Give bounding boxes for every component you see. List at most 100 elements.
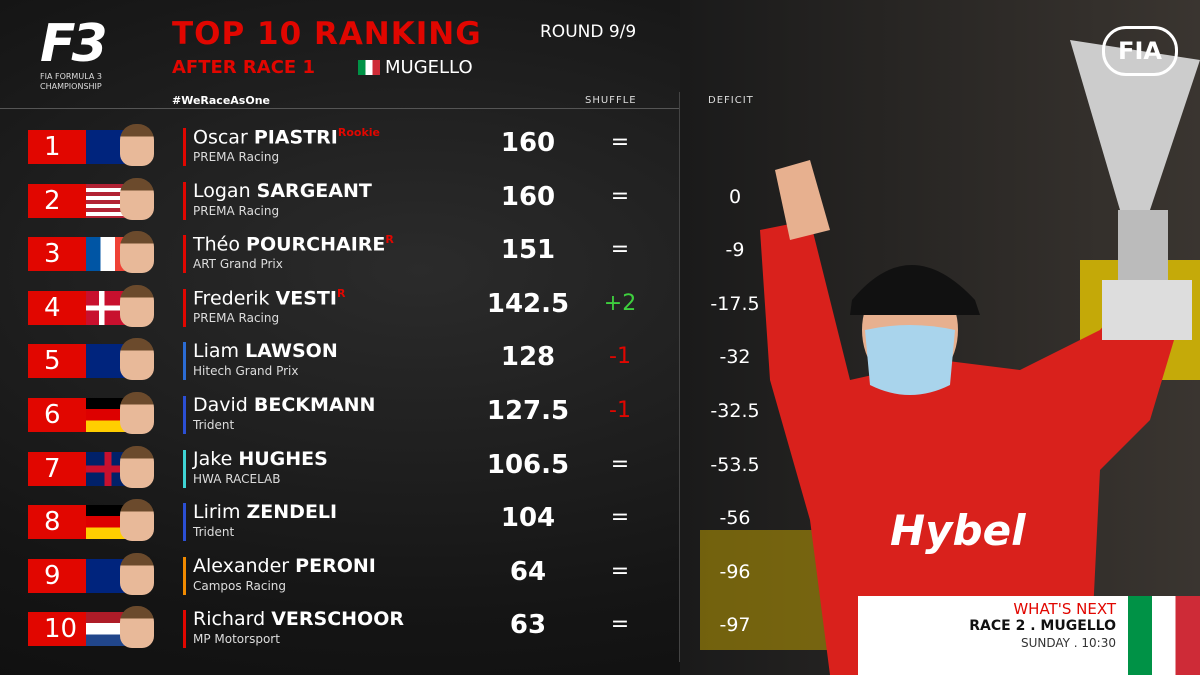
- team-name: HWA RACELAB: [193, 471, 281, 486]
- team-color: [183, 449, 186, 488]
- driver-photo: [120, 124, 154, 166]
- photo: Hybel: [680, 0, 1200, 675]
- position: 2: [28, 183, 90, 218]
- position: 8: [28, 505, 90, 540]
- rookie-tag: R: [336, 286, 346, 300]
- position: 10: [28, 612, 90, 647]
- divider: [679, 92, 680, 662]
- points: 160: [500, 128, 556, 158]
- driver-photo: [120, 177, 154, 220]
- first-name: Oscar: [193, 126, 248, 149]
- shuffle: =: [610, 130, 630, 155]
- deficit: -17.5: [710, 292, 760, 315]
- shuffle: =: [610, 558, 630, 584]
- driver-photo: [120, 231, 154, 274]
- deficit: -97: [719, 614, 751, 637]
- sponsor-mark: Hybel: [890, 506, 1026, 555]
- team-color: [183, 128, 186, 166]
- position: 5: [28, 344, 90, 379]
- last-name: VERSCHOOR: [271, 608, 404, 631]
- first-name: Jake: [193, 447, 233, 470]
- driver-photo: [120, 606, 154, 649]
- driver-name: Alexander PERONI: [193, 555, 376, 577]
- ranking-row: 8 Lirim ZENDELI Trident 104 = -56: [0, 499, 751, 545]
- driver-photo: [120, 499, 154, 542]
- deficit: -53.5: [710, 453, 760, 476]
- fia-logo: FIA: [1102, 26, 1178, 76]
- deficit: -32.5: [710, 400, 760, 422]
- last-name: BECKMANN: [253, 394, 376, 416]
- team-name: MP Motorsport: [193, 632, 280, 647]
- ranking-row: 6 David BECKMANN Trident 127.5 -1 -32.5: [0, 392, 760, 438]
- shuffle: =: [610, 451, 630, 477]
- last-name: VESTI: [275, 287, 337, 310]
- driver-name: Liam LAWSON: [193, 340, 338, 362]
- deficit: 0: [728, 185, 742, 208]
- points: 63: [509, 610, 547, 641]
- points: 151: [500, 235, 556, 266]
- next-title: WHAT'S NEXT: [1013, 600, 1116, 618]
- logo-name: FIA FORMULA 3 CHAMPIONSHIP: [40, 72, 102, 91]
- title: TOP 10 RANKING: [172, 16, 482, 52]
- points: 106.5: [486, 449, 570, 480]
- team-color: [183, 556, 186, 595]
- team-name: PREMA Racing: [193, 310, 280, 325]
- ranking-row: 7 Jake HUGHES HWA RACELAB 106.5 = -53.5: [0, 445, 760, 492]
- driver-photo: [120, 552, 154, 595]
- last-name: SARGEANT: [256, 179, 372, 202]
- points: 160: [500, 181, 556, 212]
- last-name: PERONI: [295, 554, 376, 577]
- points: 64: [509, 556, 547, 587]
- ranking-row: 2 Logan SARGEANT PREMA Racing 160 = 0: [0, 177, 741, 224]
- team-color: [183, 610, 186, 649]
- last-name: LAWSON: [245, 340, 338, 363]
- first-name: Alexander: [193, 554, 290, 577]
- flag: [358, 60, 380, 75]
- position: 1: [28, 130, 90, 164]
- points: 142.5: [486, 288, 570, 319]
- team-name: PREMA Racing: [193, 150, 280, 164]
- driver-photo: [120, 392, 154, 434]
- driver-name: Jake HUGHES: [193, 448, 328, 470]
- shuffle: -1: [609, 344, 631, 370]
- driver-name: Oscar PIASTRIRookie: [193, 126, 380, 148]
- first-name: Liam: [193, 340, 240, 363]
- driver-photo: [120, 338, 154, 381]
- deficit: -96: [719, 560, 751, 583]
- first-name: Théo: [193, 233, 240, 256]
- last-name: PIASTRI: [253, 126, 338, 149]
- ranking-row: 5 Liam LAWSON Hitech Grand Prix 128 -1 -32: [0, 338, 751, 384]
- deficit: -9: [725, 239, 745, 262]
- first-name: Frederik: [193, 287, 270, 310]
- deficit: -56: [719, 507, 751, 530]
- team-name: Campos Racing: [193, 578, 287, 593]
- shuffle: =: [610, 183, 630, 209]
- points: 127.5: [486, 396, 570, 426]
- driver-photo: [120, 284, 154, 327]
- last-name: HUGHES: [238, 447, 328, 470]
- position: 9: [28, 558, 90, 593]
- team-name: ART Grand Prix: [193, 257, 283, 272]
- team-name: Trident: [193, 525, 235, 540]
- ranking-row: 10 Richard VERSCHOOR MP Motorsport 63 = -97: [0, 606, 751, 652]
- points: 128: [500, 342, 556, 373]
- ranking-row: 1 Oscar PIASTRIRookie PREMA Racing 160 =: [0, 124, 680, 170]
- round: ROUND 9/9: [540, 22, 637, 42]
- driver-name: Richard VERSCHOOR: [193, 608, 404, 630]
- team-name: PREMA Racing: [193, 203, 280, 218]
- shuffle: =: [610, 612, 630, 638]
- rookie-tag: R: [385, 233, 394, 247]
- next-box: WHAT'S NEXT RACE 2 . MUGELLO SUNDAY . 10…: [858, 596, 1200, 675]
- rookie-tag: Rookie: [337, 126, 380, 139]
- position: 3: [28, 237, 90, 272]
- venue: MUGELLO: [385, 57, 473, 78]
- hashtag: #WeRaceAsOne: [172, 94, 270, 107]
- driver-photo: [120, 445, 154, 488]
- first-name: Logan: [193, 179, 251, 202]
- ranking-row: 4 Frederik VESTIR PREMA Racing 142.5 +2 -17.5: [0, 284, 760, 331]
- first-name: Lirim: [193, 501, 241, 524]
- driver-name: Théo POURCHAIRER: [193, 233, 394, 255]
- flag: [1128, 596, 1200, 675]
- driver-name: David BECKMANN: [193, 394, 375, 416]
- shuffle: =: [610, 237, 630, 263]
